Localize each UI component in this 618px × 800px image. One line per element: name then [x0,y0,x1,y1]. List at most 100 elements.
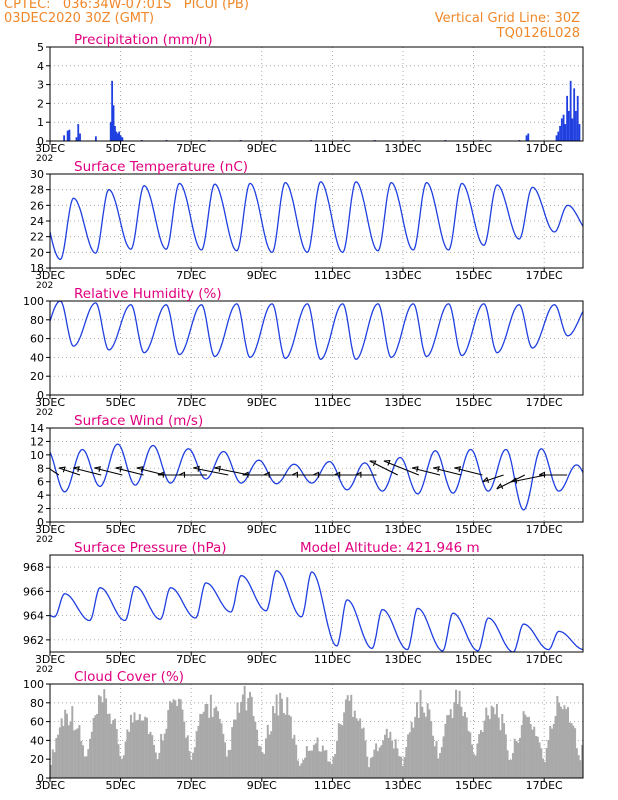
wind-vector [383,460,420,476]
cloud-cover-bar [547,739,550,778]
cloud-cover-bar [247,698,250,778]
wind-vector-head [178,471,186,478]
panel-frame [49,683,584,779]
cloud-cover-bar [369,757,372,778]
x-tick-label: 3DEC [35,396,65,409]
y-tick-label: 4 [37,60,44,73]
cloud-cover-bar [201,714,203,778]
cloud-cover-bar [543,762,546,778]
cloud-cover-bar [479,730,482,778]
cloud-cover-bar [76,728,79,778]
cloud-cover-bar [90,731,93,778]
cloud-cover-bar [412,727,415,778]
cloud-cover-bar [103,689,106,778]
cloud-cover-bar [179,699,182,778]
precip-bar [79,133,81,141]
cloud-cover-bar [270,731,273,778]
cloud-cover-bar [503,723,506,778]
wind-vector [482,474,504,483]
cloud-cover-bar [499,730,502,778]
cloud-cover-bar [108,713,111,778]
cloud-cover-bar [453,702,456,778]
y-tick-label: 24 [30,215,44,228]
cloud-cover-bar [552,723,555,778]
cloud-cover-bar [511,753,514,778]
y-tick-label: 20 [30,753,44,766]
cloud-cover-bar [314,743,317,778]
cloud-cover-bar [524,714,527,778]
cloud-cover-bar [375,743,378,778]
cloud-cover-bar [272,706,275,778]
cloud-cover-bar [154,752,157,778]
cloud-cover-bar [487,715,490,778]
plot-area-surface-pressure-hpa [50,570,583,652]
y-tick-label: 10 [30,449,44,462]
cloud-cover-bar [430,721,433,778]
cloud-cover-bar [220,723,223,778]
cloud-cover-bar [355,718,358,778]
cloud-cover-bar [138,714,141,778]
cloud-cover-bar [170,702,173,778]
cloud-cover-bar [234,719,237,778]
cloud-cover-bar [129,714,132,778]
cloud-cover-bar [256,729,259,778]
cloud-cover-bar [58,727,61,778]
wind-vector-head [369,460,377,467]
panel-frame [49,46,584,142]
cloud-cover-bar [378,747,381,778]
cloud-cover-bar [69,721,72,778]
wind-vector-head [214,465,221,472]
panel-cloud-cover: 0 20 40 60 80 100 3DEC 5DEC 7DEC 9DEC 11DEC 13DEC 15… [23,669,584,792]
cloud-cover-bar [508,759,511,778]
cloud-cover-bar [101,702,104,778]
cloud-cover-bar [50,765,52,778]
precip-bar [66,130,69,141]
cloud-cover-bar [389,731,392,778]
plot-area-relative-humidity [50,301,583,360]
cloud-cover-bar [80,740,83,778]
cloud-cover-bar [142,720,145,778]
cloud-cover-bar [536,736,539,778]
cloud-cover-bar [275,694,278,778]
cloud-cover-bar [357,720,360,778]
cloud-cover-bar [510,759,513,778]
panel-precipitation-mm-h: 0 1 2 3 4 5 3DEC 5DEC 7DEC 9DEC 11DEC 13DEC 15DEC 17D… [35,32,584,164]
cloud-cover-bar [286,697,289,778]
cloud-cover-bar [382,740,385,778]
cloud-cover-bar [217,711,219,778]
wind-vector-head [242,471,249,478]
cloud-cover-bar [542,758,545,778]
cloud-cover-bar [577,755,580,778]
cloud-cover-bar [89,738,92,778]
cloud-cover-bar [245,710,248,778]
cloud-cover-bar [494,714,497,778]
cloud-cover-bar [284,714,287,778]
x-tick-label: 3DEC [35,142,65,155]
y-tick-label: 964 [23,610,44,623]
cloud-cover-bar [568,722,571,778]
cloud-cover-bar [186,735,189,778]
cloud-cover-bar [280,698,283,778]
cloud-cover-bar [215,706,218,778]
cloud-cover-bar [192,752,195,778]
cloud-cover-bar [199,713,202,778]
cloud-cover-bar [538,742,541,778]
x-tick-label: 9DEC [247,523,277,536]
x-tick-label: 17DEC [526,269,563,282]
wind-vector-head [411,466,419,472]
cloud-cover-bar [469,732,472,778]
cloud-cover-bar [225,756,228,778]
cloud-cover-bar [240,701,243,778]
cloud-cover-bar [140,720,143,778]
cloud-cover-bar [376,751,379,778]
cloud-cover-bar [208,717,211,778]
cloud-cover-bar [227,749,230,778]
precip-bar [575,110,577,141]
cloud-cover-bar [565,709,568,778]
y-tick-label: 60 [30,333,44,346]
cloud-cover-bar [455,689,458,778]
cloud-cover-bar [426,703,429,778]
series-line-surface-wind-m-s [50,443,583,511]
cloud-cover-bar [112,720,115,778]
